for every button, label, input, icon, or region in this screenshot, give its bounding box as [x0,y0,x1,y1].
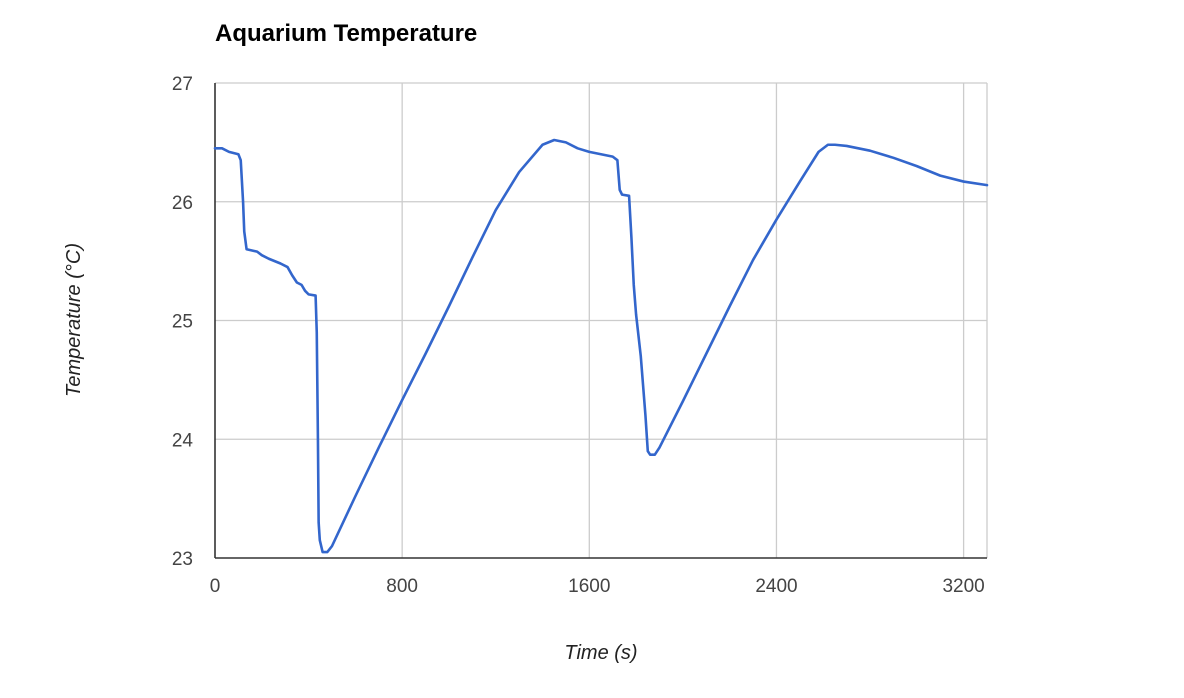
y-axis-title: Temperature (°C) [63,243,85,397]
x-tick-label-800: 800 [386,576,418,597]
series-line-0 [213,138,989,554]
y-tick-label-24: 24 [172,430,194,451]
y-tick-label-23: 23 [172,549,193,570]
gridlines [215,82,988,558]
y-tick-label-27: 27 [172,74,193,95]
x-tick-label-0: 0 [210,576,221,597]
data-series [213,138,989,554]
y-tick-label-26: 26 [172,193,193,214]
chart-title: Aquarium Temperature [215,20,477,47]
x-tick-label-3200: 3200 [942,576,984,597]
y-tick-label-25: 25 [172,312,193,333]
x-axis-title: Time (s) [564,642,637,664]
axes [214,83,987,559]
x-tick-label-1600: 1600 [568,576,610,597]
x-tick-label-2400: 2400 [755,576,797,597]
tick-labels: 23 24 25 26 27 0 800 1600 2400 3200 [172,74,985,597]
